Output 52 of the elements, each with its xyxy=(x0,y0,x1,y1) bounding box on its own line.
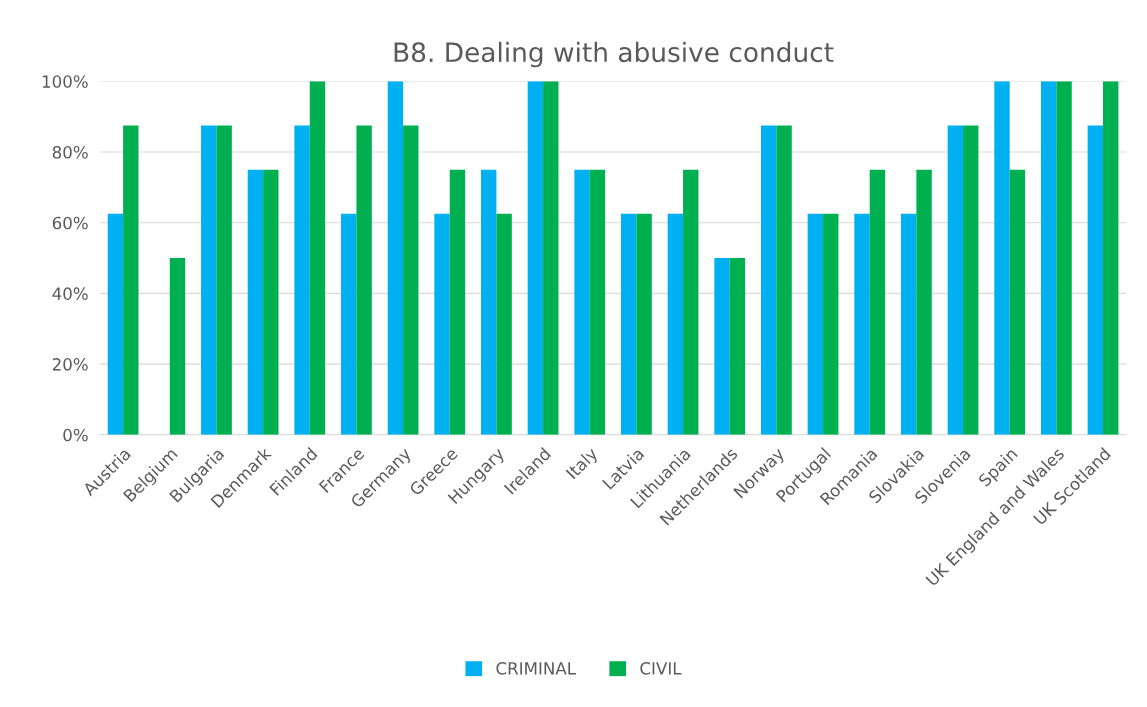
bar xyxy=(1040,81,1057,435)
bar xyxy=(900,213,917,435)
y-tick-label: 100% xyxy=(42,75,88,88)
bar xyxy=(854,213,870,435)
bar xyxy=(496,213,512,435)
bar xyxy=(1009,169,1026,435)
bar xyxy=(589,169,606,435)
bar xyxy=(1056,81,1072,435)
bar xyxy=(107,213,124,435)
y-tick-label: 40% xyxy=(52,287,88,300)
y-tick-label: 60% xyxy=(52,216,88,230)
bar xyxy=(543,81,559,435)
bar xyxy=(247,169,264,435)
bar xyxy=(216,125,232,435)
bar xyxy=(169,258,186,435)
bar xyxy=(387,81,404,435)
y-tick-label: 20% xyxy=(52,358,88,371)
bar xyxy=(776,125,792,435)
y-tick-label: 80% xyxy=(52,145,88,159)
bar xyxy=(994,81,1010,435)
legend-label: CIVIL xyxy=(640,662,682,675)
bar xyxy=(916,169,932,435)
bar xyxy=(621,213,637,435)
bar xyxy=(341,213,357,435)
bar xyxy=(683,169,699,435)
bar xyxy=(869,169,886,435)
bar xyxy=(1103,81,1119,435)
bar xyxy=(714,258,730,435)
bar xyxy=(1087,125,1104,435)
bar xyxy=(201,125,217,435)
bar xyxy=(403,125,419,435)
bar xyxy=(807,213,824,435)
bar xyxy=(263,169,279,435)
bar xyxy=(434,213,450,435)
chart-title: B8. Dealing with abusive conduct xyxy=(394,41,834,68)
bar xyxy=(947,125,964,435)
bar xyxy=(574,169,590,435)
bar xyxy=(481,169,497,435)
bar xyxy=(729,258,746,435)
bar xyxy=(294,125,310,435)
y-tick-label: 0% xyxy=(63,428,88,442)
bar xyxy=(823,213,839,435)
bar xyxy=(963,125,979,435)
bar xyxy=(356,125,372,435)
bar xyxy=(667,213,684,435)
bar xyxy=(636,213,652,435)
bar xyxy=(309,81,326,435)
legend-label: CRIMINAL xyxy=(496,662,576,675)
bar xyxy=(527,81,544,435)
bar xyxy=(760,125,777,435)
bar xyxy=(449,169,466,435)
bar xyxy=(123,125,139,435)
